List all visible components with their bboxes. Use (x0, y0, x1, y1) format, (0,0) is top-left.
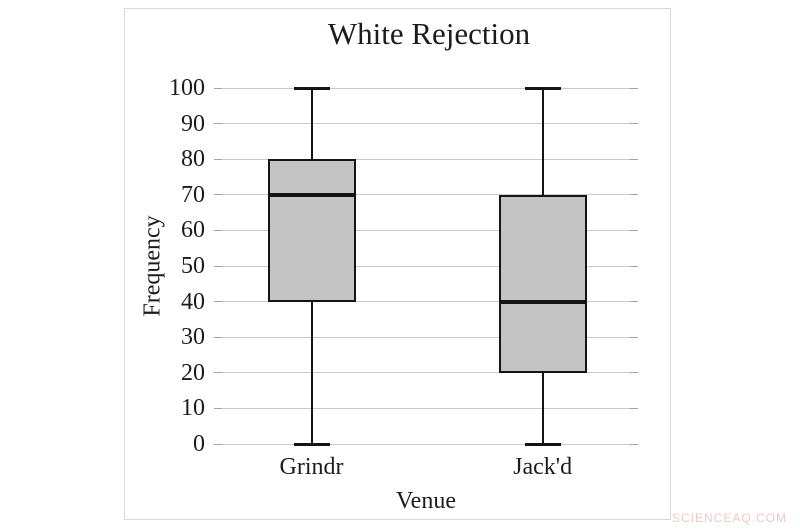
x-category-label: Jack'd (513, 454, 573, 480)
whisker-cap-max (293, 86, 330, 90)
grid-line (214, 229, 638, 231)
whisker-cap-min (524, 442, 561, 446)
tick-mark (214, 158, 222, 160)
tick-mark (214, 229, 222, 231)
x-axis-label: Venue (396, 488, 456, 514)
y-tick-label: 90 (181, 110, 205, 137)
tick-mark (630, 194, 638, 196)
tick-mark (214, 372, 222, 374)
y-tick-label: 30 (181, 324, 205, 351)
tick-mark (630, 372, 638, 374)
boxplot-box (267, 159, 356, 302)
grid-line (214, 443, 638, 445)
y-tick-label: 40 (181, 288, 205, 315)
grid-line (214, 265, 638, 267)
tick-mark (630, 158, 638, 160)
y-tick-label: 80 (181, 146, 205, 173)
y-tick-label: 0 (193, 431, 205, 457)
y-tick-label: 20 (181, 359, 205, 386)
grid-line (214, 407, 638, 409)
grid-line (214, 336, 638, 338)
y-tick-label: 100 (169, 75, 205, 101)
grid-line (214, 301, 638, 303)
tick-mark (214, 123, 222, 125)
watermark: SCIENCEAQ.COM (671, 511, 787, 525)
tick-mark (214, 407, 222, 409)
tick-mark (630, 87, 638, 89)
grid-line (214, 158, 638, 160)
tick-mark (630, 407, 638, 409)
tick-mark (214, 301, 222, 303)
y-tick-label: 70 (181, 181, 205, 208)
plot-area: 0 10 20 30 40 50 60 70 80 90 100 Grindr Jack'd (169, 75, 638, 480)
tick-mark (214, 265, 222, 267)
boxplot-box (498, 194, 587, 373)
tick-mark (630, 229, 638, 231)
y-tick-label: 50 (181, 253, 205, 279)
tick-mark (630, 123, 638, 125)
y-tick-label: 60 (181, 217, 205, 244)
grid-line (214, 194, 638, 196)
whisker-cap-min (293, 442, 330, 446)
chart-title: White Rejection (327, 16, 531, 51)
tick-mark (630, 443, 638, 445)
grid-line (214, 123, 638, 125)
x-category-label: Grindr (279, 454, 344, 480)
grid-line (214, 87, 638, 89)
y-axis-label: Frequency (139, 215, 166, 317)
tick-mark (214, 336, 222, 338)
tick-mark (630, 336, 638, 338)
tick-mark (630, 301, 638, 303)
tick-mark (630, 265, 638, 267)
tick-mark (214, 194, 222, 196)
y-tick-label: 10 (181, 395, 205, 422)
tick-mark (214, 87, 222, 89)
grid-line (214, 372, 638, 374)
whisker-cap-max (524, 86, 561, 90)
tick-mark (214, 443, 222, 445)
median-line (267, 192, 356, 197)
median-line (498, 299, 587, 304)
